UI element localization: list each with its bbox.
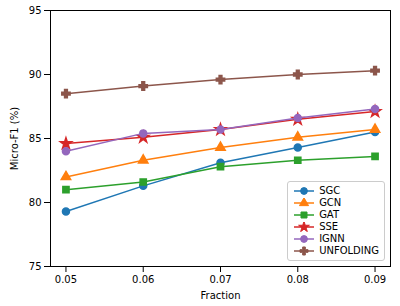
svg-text:80: 80 [29,197,42,208]
svg-text:90: 90 [29,69,42,80]
svg-text:0.08: 0.08 [287,274,309,285]
svg-text:Micro-F1 (%): Micro-F1 (%) [9,107,20,170]
html-text:GAT: GAT [319,209,339,220]
svg-text:0.07: 0.07 [209,274,231,285]
svg-text:0.09: 0.09 [364,274,386,285]
html-text:GCN: GCN [319,197,342,208]
html-text:SGC: SGC [319,185,341,196]
svg-text:75: 75 [29,261,42,272]
svg-text:0.06: 0.06 [132,274,154,285]
html-text:SSE: SSE [319,221,339,232]
svg-text:0.05: 0.05 [55,274,77,285]
svg-text:95: 95 [29,5,42,16]
svg-text:Fraction: Fraction [201,290,241,301]
html-text:UNFOLDING: UNFOLDING [319,245,379,256]
svg-text:85: 85 [29,133,42,144]
html-text:IGNN: IGNN [319,233,345,244]
